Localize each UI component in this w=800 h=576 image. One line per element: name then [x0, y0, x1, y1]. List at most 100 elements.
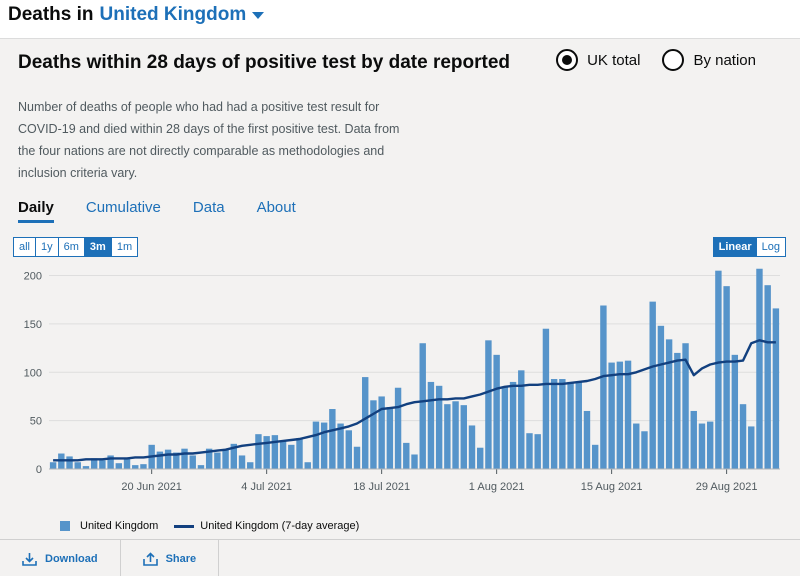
scale-log-button[interactable]: Log [761, 241, 780, 253]
area-selector[interactable]: United Kingdom [100, 4, 265, 26]
bar [550, 379, 558, 469]
share-button[interactable]: Share [121, 540, 220, 576]
bar [657, 325, 665, 469]
page-title-prefix: Deaths in [8, 4, 94, 25]
bar [542, 328, 550, 469]
bar [230, 443, 238, 469]
range-all-button[interactable]: all [14, 238, 37, 256]
bar [665, 339, 673, 469]
download-button[interactable]: Download [0, 540, 121, 576]
tab-cumulative[interactable]: Cumulative [85, 199, 161, 216]
page-header: Deaths in United Kingdom [8, 2, 265, 28]
bar [641, 431, 648, 469]
bar [66, 456, 73, 469]
range-6m-button[interactable]: 6m [59, 238, 85, 256]
bar [674, 352, 681, 469]
bar [526, 433, 533, 469]
bar [756, 268, 763, 469]
bar [649, 301, 656, 469]
scale-selector: Linear Log [712, 237, 786, 257]
x-tick-label: 1 Aug 2021 [469, 481, 525, 493]
bar [140, 464, 147, 469]
bar [567, 381, 574, 469]
bar [682, 343, 689, 469]
tab-data[interactable]: Data [192, 199, 225, 216]
bar [279, 440, 287, 469]
chevron-down-icon [252, 11, 265, 19]
bar [222, 449, 229, 469]
bar [99, 460, 106, 469]
range-1y-button[interactable]: 1y [36, 238, 59, 256]
bar [477, 447, 484, 469]
x-tick-label: 4 Jul 2021 [241, 481, 292, 493]
bar [435, 385, 443, 469]
radio-checked-icon [556, 49, 579, 71]
download-label: Download [45, 553, 98, 565]
share-icon [142, 552, 158, 566]
bar [633, 423, 640, 469]
bar [460, 405, 467, 469]
bar [706, 421, 714, 469]
legend-bar-label: United Kingdom [80, 520, 159, 532]
bar [107, 455, 114, 469]
bar [534, 434, 541, 469]
bar [394, 387, 402, 469]
bar [247, 462, 254, 469]
bar [271, 435, 279, 469]
bar [189, 455, 196, 469]
deaths-chart[interactable]: 0 50 100 150 200 20 Jun 2021 4 Jul 2021 18 Jul … [0, 257, 800, 517]
range-1m-button[interactable]: 1m [116, 241, 133, 253]
legend-item-bars[interactable]: United Kingdom [60, 520, 158, 532]
bar [115, 463, 123, 469]
bar [501, 386, 509, 469]
bar [748, 426, 755, 469]
bar [164, 449, 172, 469]
bar [90, 458, 98, 469]
tab-about[interactable]: About [256, 199, 296, 216]
y-tick-label: 150 [24, 319, 42, 331]
radio-uk-total[interactable]: UK total [556, 49, 640, 71]
legend-line-label: United Kingdom (7-day average) [200, 520, 360, 532]
bar [764, 285, 771, 469]
bar [624, 360, 632, 469]
y-tick-label: 0 [36, 464, 42, 476]
legend-item-line[interactable]: United Kingdom (7-day average) [174, 520, 359, 532]
radio-label: By nation [693, 51, 756, 69]
bar [263, 436, 270, 469]
bar [370, 400, 377, 469]
legend-bar-swatch [60, 521, 70, 531]
bar [132, 465, 139, 469]
bar [214, 452, 221, 469]
average-line [53, 339, 776, 462]
bar [288, 444, 295, 469]
bar [731, 354, 739, 469]
bar [559, 379, 566, 469]
x-tick-label: 29 Aug 2021 [696, 481, 758, 493]
x-tick-label: 15 Aug 2021 [581, 481, 643, 493]
scale-linear-button[interactable]: Linear [713, 238, 757, 256]
bar [49, 462, 57, 469]
bar [583, 410, 591, 469]
bar [337, 423, 344, 469]
bar [509, 381, 517, 469]
y-tick-label: 200 [24, 271, 42, 283]
bar [723, 286, 730, 469]
bar [427, 381, 435, 469]
radio-unchecked-icon [662, 49, 685, 71]
share-label: Share [165, 553, 197, 565]
x-tick-label: 20 Jun 2021 [121, 481, 182, 493]
bar [419, 343, 426, 469]
card-description: Number of deaths of people who had had a… [18, 100, 400, 180]
y-tick-label: 50 [30, 416, 42, 428]
bar [123, 458, 131, 469]
bar [173, 452, 180, 469]
area-name: United Kingdom [99, 4, 247, 25]
radio-by-nation[interactable]: By nation [662, 49, 756, 71]
bar [698, 423, 706, 469]
card-footer: Download Share [0, 539, 800, 576]
bar [312, 421, 320, 469]
bar [772, 308, 780, 469]
tab-daily[interactable]: Daily [18, 199, 54, 223]
range-3m-button[interactable]: 3m [84, 238, 112, 256]
bar [82, 466, 90, 469]
